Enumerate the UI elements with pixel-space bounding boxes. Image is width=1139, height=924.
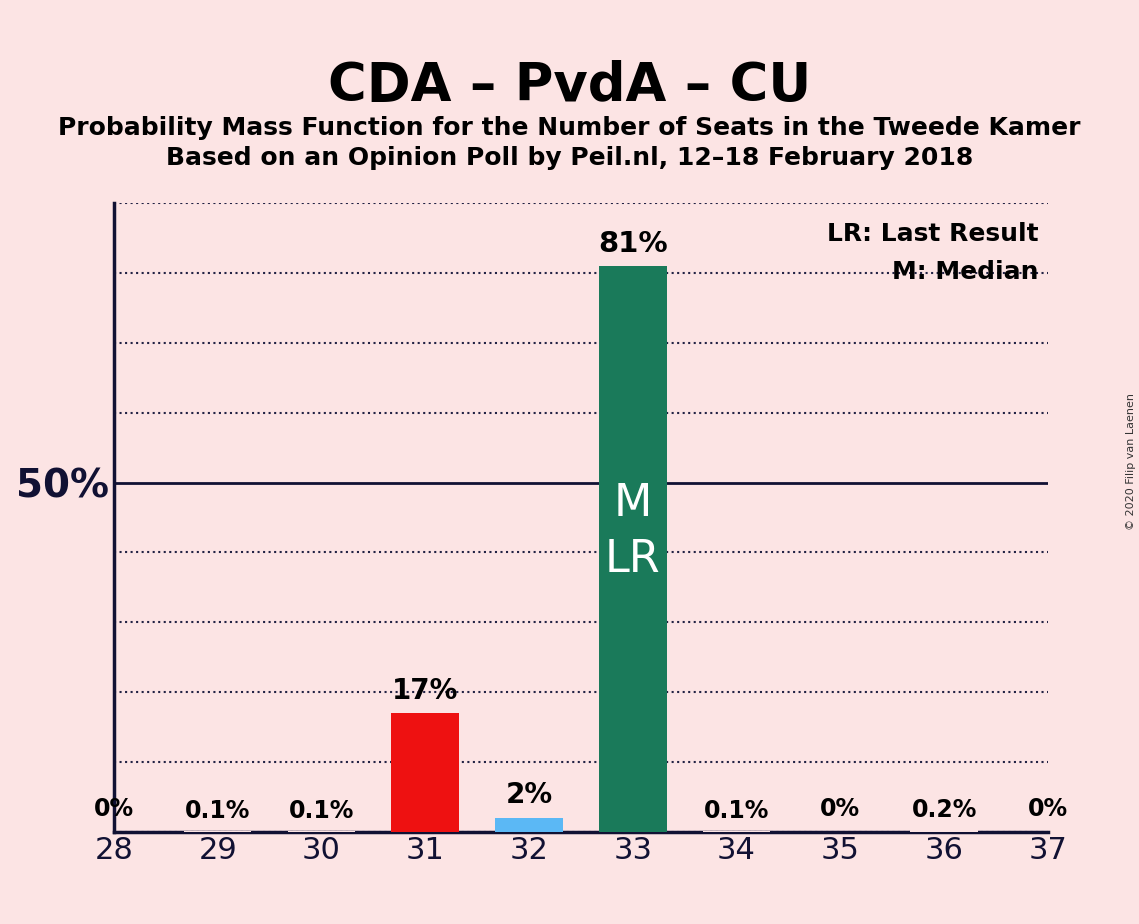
Text: 0%: 0% [93, 797, 134, 821]
Text: 2%: 2% [506, 782, 552, 809]
Text: 0.1%: 0.1% [704, 798, 769, 822]
Bar [910, 830, 977, 832]
Text: LR: Last Result: LR: Last Result [827, 222, 1039, 246]
Bar [392, 713, 459, 832]
Text: 0.2%: 0.2% [911, 797, 977, 821]
Text: CDA – PvdA – CU: CDA – PvdA – CU [328, 60, 811, 112]
Text: LR: LR [605, 538, 661, 581]
Text: M: M [614, 482, 652, 525]
Bar [599, 266, 666, 832]
Bar [495, 818, 563, 832]
Text: 0%: 0% [820, 797, 860, 821]
Text: M: Median: M: Median [892, 260, 1039, 284]
Text: 0%: 0% [1027, 797, 1068, 821]
Text: Based on an Opinion Poll by Peil.nl, 12–18 February 2018: Based on an Opinion Poll by Peil.nl, 12–… [166, 146, 973, 170]
Text: Probability Mass Function for the Number of Seats in the Tweede Kamer: Probability Mass Function for the Number… [58, 116, 1081, 140]
Text: 0.1%: 0.1% [185, 798, 251, 822]
Text: 81%: 81% [598, 230, 667, 258]
Text: 17%: 17% [392, 676, 458, 704]
Text: 0.1%: 0.1% [289, 798, 354, 822]
Text: © 2020 Filip van Laenen: © 2020 Filip van Laenen [1126, 394, 1136, 530]
